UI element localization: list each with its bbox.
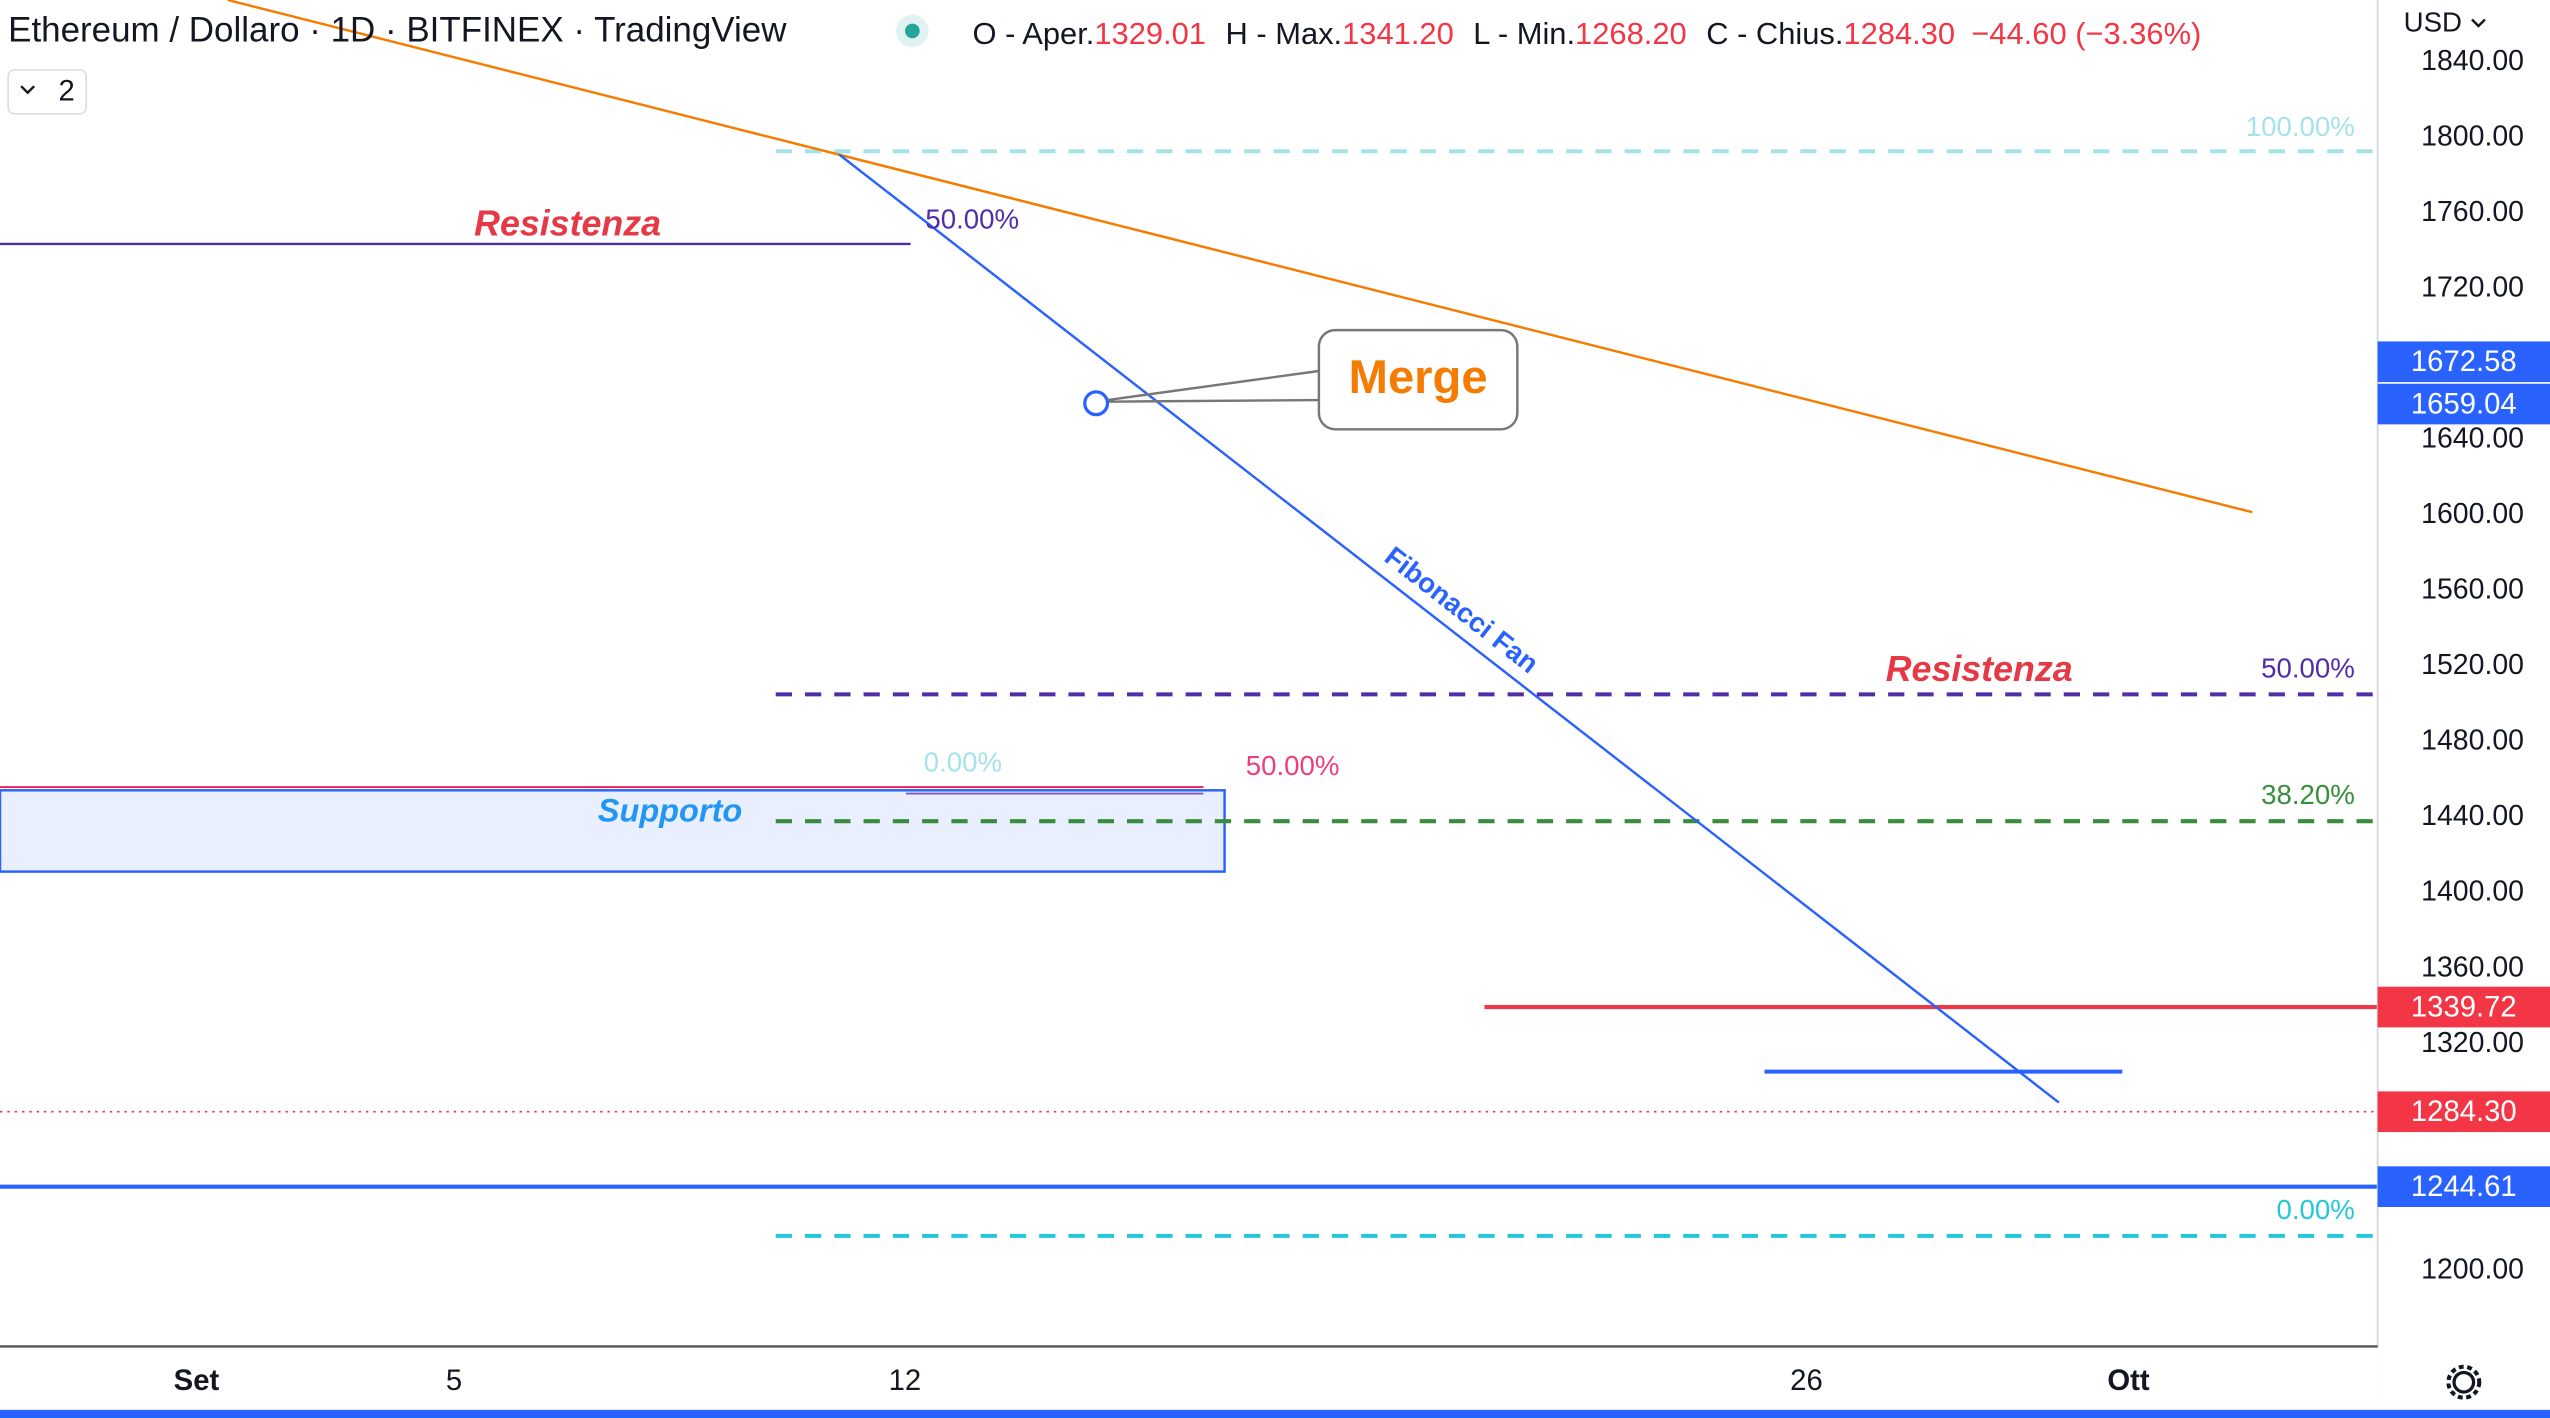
x-tick-label: 12 <box>889 1365 922 1397</box>
y-tick-label: 1840.00 <box>2421 45 2524 77</box>
price-tag-label: 1339.72 <box>2411 991 2517 1023</box>
price-tag-label: 1244.61 <box>2411 1171 2517 1203</box>
fib-label: 50.00% <box>1246 750 1340 781</box>
ohlc-label: L - Min. <box>1473 16 1575 51</box>
y-tick-label: 1520.00 <box>2421 649 2524 681</box>
price-axis: 1200.001240.001280.001320.001360.001400.… <box>2376 0 2550 1418</box>
drawings <box>0 149 2375 1238</box>
controls: USD <box>0 7 2550 1418</box>
price-tag <box>2377 986 2550 1028</box>
x-tick-label: 26 <box>1790 1365 1823 1397</box>
axis-background <box>0 1346 2378 1412</box>
price-tag <box>2377 383 2550 425</box>
chevron-icon <box>20 85 36 95</box>
y-tick-label: 1200.00 <box>2421 1253 2524 1285</box>
y-tick-label: 1440.00 <box>2421 800 2524 832</box>
fib-label: 0.00% <box>924 747 1002 778</box>
price-tag-label: 1659.04 <box>2411 388 2517 420</box>
x-tick-label: 5 <box>446 1365 462 1397</box>
y-tick-label: 1320.00 <box>2421 1027 2524 1059</box>
fib-label: 100.00% <box>2246 111 2355 142</box>
support-zone <box>0 789 1226 873</box>
fib-label: 38.20% <box>2261 779 2355 810</box>
symbol-title: Ethereum / Dollaro · 1D · BITFINEX · Tra… <box>8 11 787 50</box>
price-tag-label: 1672.58 <box>2411 346 2517 378</box>
bottom-border <box>0 1409 2550 1418</box>
y-tick-label: 1400.00 <box>2421 876 2524 908</box>
x-tick-label: 20 Set '22 <box>1355 1365 1486 1397</box>
price-tag <box>2377 1166 2550 1207</box>
tag-lines <box>0 1005 2378 1189</box>
ohlc-value: 1329.01 <box>1094 16 1206 51</box>
ohlc-label: O - Aper. <box>973 16 1095 51</box>
settings-icon[interactable] <box>2452 1370 2476 1394</box>
status-dot <box>905 23 920 39</box>
settings-cell <box>2377 1348 2550 1412</box>
ohlc-value: 1341.20 <box>1342 16 1454 51</box>
x-tick-label: Set <box>174 1365 220 1397</box>
indicator-count: 2 <box>59 75 75 107</box>
y-tick-label: 1560.00 <box>2421 574 2524 606</box>
collapse-button[interactable] <box>7 69 88 115</box>
legend: Ethereum / Dollaro · 1D · BITFINEX · Tra… <box>7 11 2202 115</box>
trend-line <box>227 0 2253 514</box>
fib-label: 50.00% <box>925 203 1019 234</box>
resistance-label: Resistenza <box>1886 649 2073 689</box>
ohlc-legend: O - Aper.1329.01 H - Max.1341.20 L - Min.1… <box>973 16 2202 51</box>
ohlc-label: H - Max. <box>1225 16 1342 51</box>
y-tick-label: 1720.00 <box>2421 271 2524 303</box>
y-tick-label: 1800.00 <box>2421 120 2524 152</box>
callout-line <box>1107 369 1321 402</box>
fan-line <box>838 153 2060 1104</box>
y-tick-label: 1360.00 <box>2421 951 2524 983</box>
chevron-icon <box>2471 18 2486 28</box>
support-label: Supporto <box>598 793 742 829</box>
x-tick-label: 15 Set '22 <box>1033 1365 1164 1397</box>
resistance-label: Resistenza <box>474 203 661 243</box>
y-tick-label: 1600.00 <box>2421 498 2524 530</box>
ohlc-value: 1284.30 <box>1843 16 1955 51</box>
ohlc-label: C - Chius. <box>1706 16 1843 51</box>
settings-icon <box>2446 1364 2482 1400</box>
price-tag <box>2377 341 2550 383</box>
currency-select[interactable]: USD <box>2404 7 2462 38</box>
y-tick-label: 1760.00 <box>2421 196 2524 228</box>
y-tick-label: 1480.00 <box>2421 725 2524 757</box>
callout-line <box>1107 398 1321 403</box>
callout-box <box>1317 328 1519 431</box>
price-tag-label: 1284.30 <box>2411 1096 2517 1128</box>
anchor-point <box>1083 390 1110 417</box>
price-tag <box>2377 1091 2550 1133</box>
fib-label: 0.00% <box>2276 1194 2354 1225</box>
callout-text: Merge <box>1349 350 1488 403</box>
y-tick-label: 1640.00 <box>2421 423 2524 455</box>
change-value: −44.60 (−3.36%) <box>1971 16 2201 51</box>
x-tick-label: Ott <box>2107 1365 2150 1397</box>
fib-label: 50.00% <box>2261 652 2355 683</box>
ohlc-value: 1268.20 <box>1575 16 1687 51</box>
